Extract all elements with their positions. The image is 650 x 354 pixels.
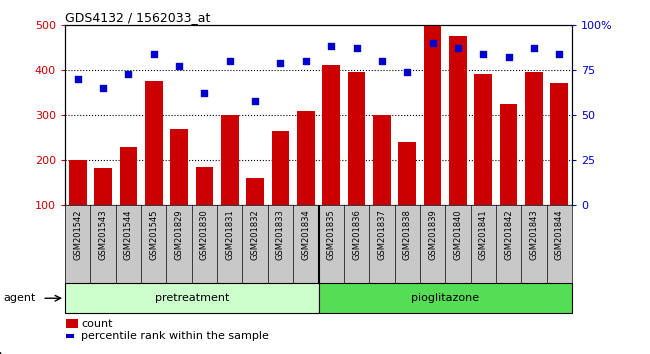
Point [377, 58, 387, 64]
Text: GSM201840: GSM201840 [454, 209, 462, 260]
Text: percentile rank within the sample: percentile rank within the sample [81, 331, 269, 341]
Text: GSM201832: GSM201832 [251, 209, 259, 260]
Bar [170, 129, 188, 205]
Text: pretreatment: pretreatment [155, 293, 229, 303]
Point [300, 58, 311, 64]
Text: GDS4132 / 1562033_at: GDS4132 / 1562033_at [65, 11, 211, 24]
Text: GSM201837: GSM201837 [378, 209, 386, 260]
Text: GSM201543: GSM201543 [99, 209, 107, 260]
Point [174, 63, 185, 69]
Text: GSM201544: GSM201544 [124, 209, 133, 260]
Point [326, 44, 337, 49]
Bar [500, 104, 517, 205]
Bar [297, 110, 315, 205]
Bar [246, 178, 264, 205]
Bar [398, 142, 416, 205]
Point [199, 91, 209, 96]
Bar [272, 131, 289, 205]
Point [250, 98, 260, 103]
Text: pioglitazone: pioglitazone [411, 293, 479, 303]
Text: GSM201838: GSM201838 [403, 209, 411, 260]
Bar [474, 74, 492, 205]
Bar [322, 65, 340, 205]
Bar [525, 72, 543, 205]
Point [352, 45, 362, 51]
Text: GSM201833: GSM201833 [276, 209, 285, 260]
Text: GSM201834: GSM201834 [302, 209, 310, 260]
Text: GSM201542: GSM201542 [73, 209, 82, 260]
Bar [348, 72, 365, 205]
Text: GSM201843: GSM201843 [530, 209, 538, 260]
Point [72, 76, 83, 82]
Point [478, 51, 489, 57]
Point [149, 51, 159, 57]
Text: GSM201842: GSM201842 [504, 209, 513, 260]
Text: GSM201841: GSM201841 [479, 209, 488, 260]
Text: GSM201836: GSM201836 [352, 209, 361, 260]
Point [225, 58, 235, 64]
Point [554, 51, 564, 57]
Point [428, 40, 438, 46]
Bar [449, 36, 467, 205]
Bar [318, 283, 572, 313]
Bar [373, 115, 391, 205]
Point [504, 55, 514, 60]
Point [276, 60, 286, 65]
Bar [145, 81, 162, 205]
Text: GSM201835: GSM201835 [327, 209, 335, 260]
Bar [551, 84, 568, 205]
Text: GSM201829: GSM201829 [175, 209, 183, 260]
Bar [120, 147, 137, 205]
Text: GSM201545: GSM201545 [150, 209, 158, 260]
Text: count: count [81, 319, 112, 329]
Point [452, 45, 463, 51]
Bar [69, 160, 86, 205]
Point [402, 69, 413, 75]
Point [124, 71, 134, 76]
Text: GSM201839: GSM201839 [428, 209, 437, 260]
Text: agent: agent [3, 293, 36, 303]
Point [529, 45, 539, 51]
Text: GSM201831: GSM201831 [226, 209, 234, 260]
Point [98, 85, 108, 91]
Bar [424, 25, 441, 205]
Bar [221, 115, 239, 205]
Text: GSM201844: GSM201844 [555, 209, 564, 260]
Bar [196, 167, 213, 205]
Bar [94, 168, 112, 205]
Bar [65, 283, 318, 313]
Text: GSM201830: GSM201830 [200, 209, 209, 260]
